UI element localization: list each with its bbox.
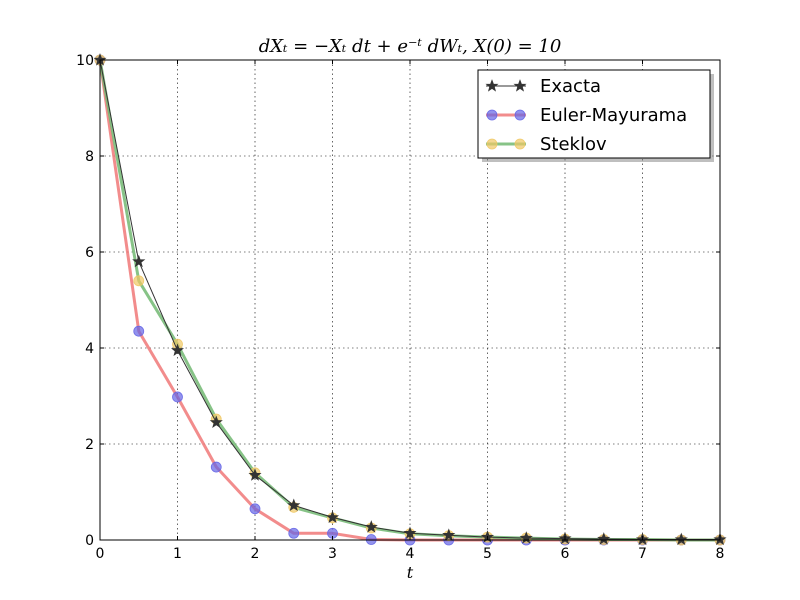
data-point-exacta: [403, 526, 417, 539]
data-point-euler-mayurama: [172, 391, 183, 403]
x-tick-label: 6: [561, 546, 570, 562]
data-point-exacta: [132, 254, 146, 268]
data-point-exacta: [209, 415, 223, 429]
y-tick-label: 6: [85, 245, 94, 261]
chart-title: dXₜ = −Xₜ dt + e⁻ᵗ dWₜ, X(0) = 10: [259, 36, 562, 57]
data-point-steklov: [133, 275, 145, 287]
y-tick-label: 0: [85, 533, 94, 549]
data-point-exacta: [442, 528, 456, 541]
legend-marker: [513, 79, 527, 92]
legend-label: Exacta: [540, 76, 601, 97]
legend-entry-steklov: Steklov: [486, 134, 607, 155]
data-point-euler-mayurama: [249, 503, 261, 515]
y-tick-label: 4: [85, 341, 94, 357]
data-point-exacta: [364, 520, 378, 533]
data-point-euler-mayurama: [133, 325, 145, 337]
x-tick-label: 8: [716, 546, 725, 562]
x-tick-label: 1: [173, 546, 182, 562]
legend-marker: [485, 79, 499, 92]
x-tick-label: 5: [483, 546, 492, 562]
data-point-exacta: [170, 343, 185, 357]
data-point-euler-mayurama: [288, 527, 300, 539]
data-point-exacta: [519, 531, 533, 544]
legend-entry-exacta: Exacta: [485, 76, 601, 97]
legend: Exacta Euler-Mayurama Steklov: [477, 69, 714, 162]
x-axis-label: t: [407, 563, 414, 582]
data-point-exacta: [325, 510, 340, 523]
legend-marker: [486, 138, 498, 150]
legend-marker: [514, 138, 526, 150]
x-tick-label: 2: [251, 546, 260, 562]
x-tick-label: 7: [638, 546, 647, 562]
legend-marker: [486, 109, 498, 121]
y-tick-label: 2: [85, 437, 94, 453]
legend-entry-euler-mayurama: Euler-Mayurama: [486, 105, 687, 126]
data-point-exacta: [674, 532, 688, 546]
y-tick-label: 10: [76, 53, 94, 69]
data-point-exacta: [248, 468, 262, 481]
grid: [100, 60, 720, 540]
axis-ticks: 0 1 2 3 4 5 6 7 8 0 2 4 6 8 10: [76, 53, 724, 562]
legend-label: Steklov: [540, 134, 607, 155]
legend-label: Euler-Mayurama: [540, 105, 687, 126]
data-point-euler-mayurama: [210, 461, 222, 473]
y-tick-label: 8: [85, 149, 94, 165]
data-point-exacta: [597, 532, 611, 545]
legend-marker: [514, 109, 526, 121]
data-point-exacta: [287, 498, 301, 511]
legend-entries: Exacta Euler-Mayurama Steklov: [485, 76, 687, 155]
x-tick-label: 4: [406, 546, 415, 562]
x-tick-label: 3: [328, 546, 337, 562]
x-tick-label: 0: [96, 546, 105, 562]
